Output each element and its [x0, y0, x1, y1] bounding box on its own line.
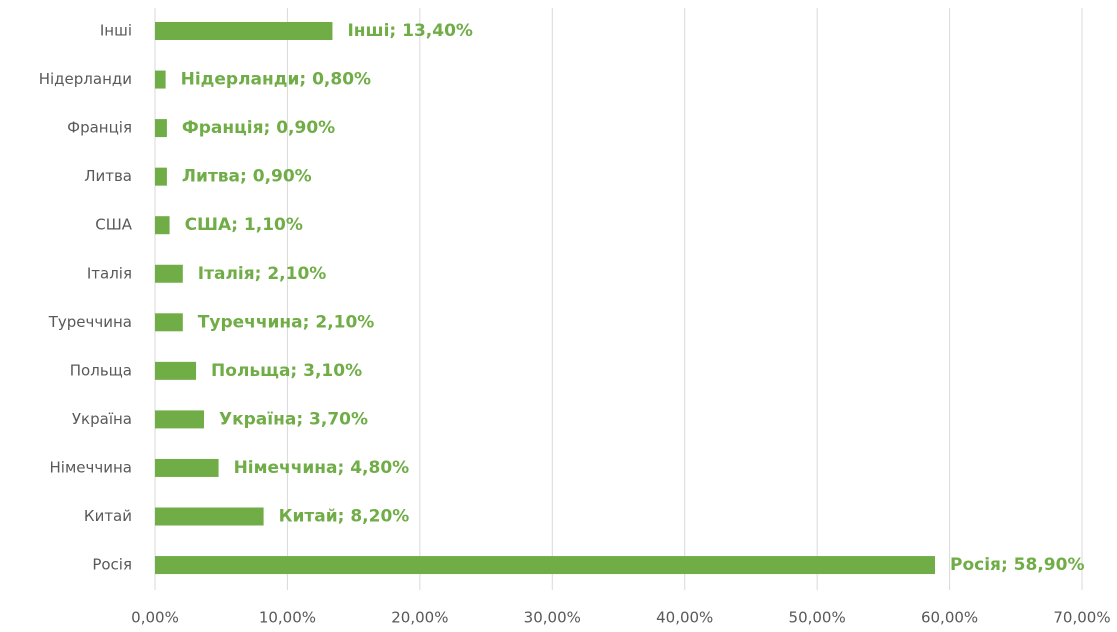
bar [155, 410, 204, 429]
x-tick-label: 50,00% [789, 609, 846, 627]
data-label: Інші; 13,40% [347, 21, 472, 41]
bar [155, 361, 197, 380]
data-label: Італія; 2,10% [198, 264, 327, 284]
data-label: США; 1,10% [185, 215, 303, 235]
bar [155, 507, 264, 526]
y-tick-label: Туреччина [48, 313, 132, 331]
data-label: Туреччина; 2,10% [198, 312, 375, 332]
y-tick-label: Росія [92, 556, 132, 574]
data-label: Нідерланди; 0,80% [181, 70, 372, 90]
y-tick-label: Італія [87, 264, 132, 282]
x-tick-label: 40,00% [656, 609, 713, 627]
y-tick-label: Польща [70, 361, 132, 379]
y-tick-label: Китай [84, 507, 132, 525]
bar [155, 313, 183, 332]
y-tick-label: США [95, 216, 133, 234]
data-label: Україна; 3,70% [219, 409, 368, 429]
bar [155, 458, 219, 477]
bar [155, 556, 936, 575]
data-label: Франція; 0,90% [182, 118, 335, 138]
data-label: Китай; 8,20% [279, 507, 410, 527]
x-tick-label: 10,00% [259, 609, 316, 627]
bar [155, 167, 167, 186]
bar [155, 216, 170, 235]
x-tick-label: 60,00% [921, 609, 978, 627]
data-label: Литва; 0,90% [182, 167, 312, 187]
x-tick-label: 70,00% [1053, 609, 1110, 627]
x-tick-label: 0,00% [131, 609, 179, 627]
data-label: Німеччина; 4,80% [234, 458, 410, 478]
x-tick-label: 20,00% [391, 609, 448, 627]
bar [155, 70, 166, 89]
y-tick-label: Україна [72, 410, 132, 428]
y-tick-label: Нідерланди [39, 70, 132, 88]
x-tick-label: 30,00% [524, 609, 581, 627]
y-tick-label: Німеччина [50, 458, 132, 476]
y-tick-label: Інші [100, 22, 132, 40]
y-tick-label: Франція [67, 119, 132, 137]
bar [155, 264, 183, 283]
bar [155, 119, 167, 138]
data-label: Росія; 58,90% [950, 555, 1084, 575]
y-tick-label: Литва [84, 167, 132, 185]
data-label: Польща; 3,10% [211, 361, 362, 381]
bar [155, 22, 333, 40]
